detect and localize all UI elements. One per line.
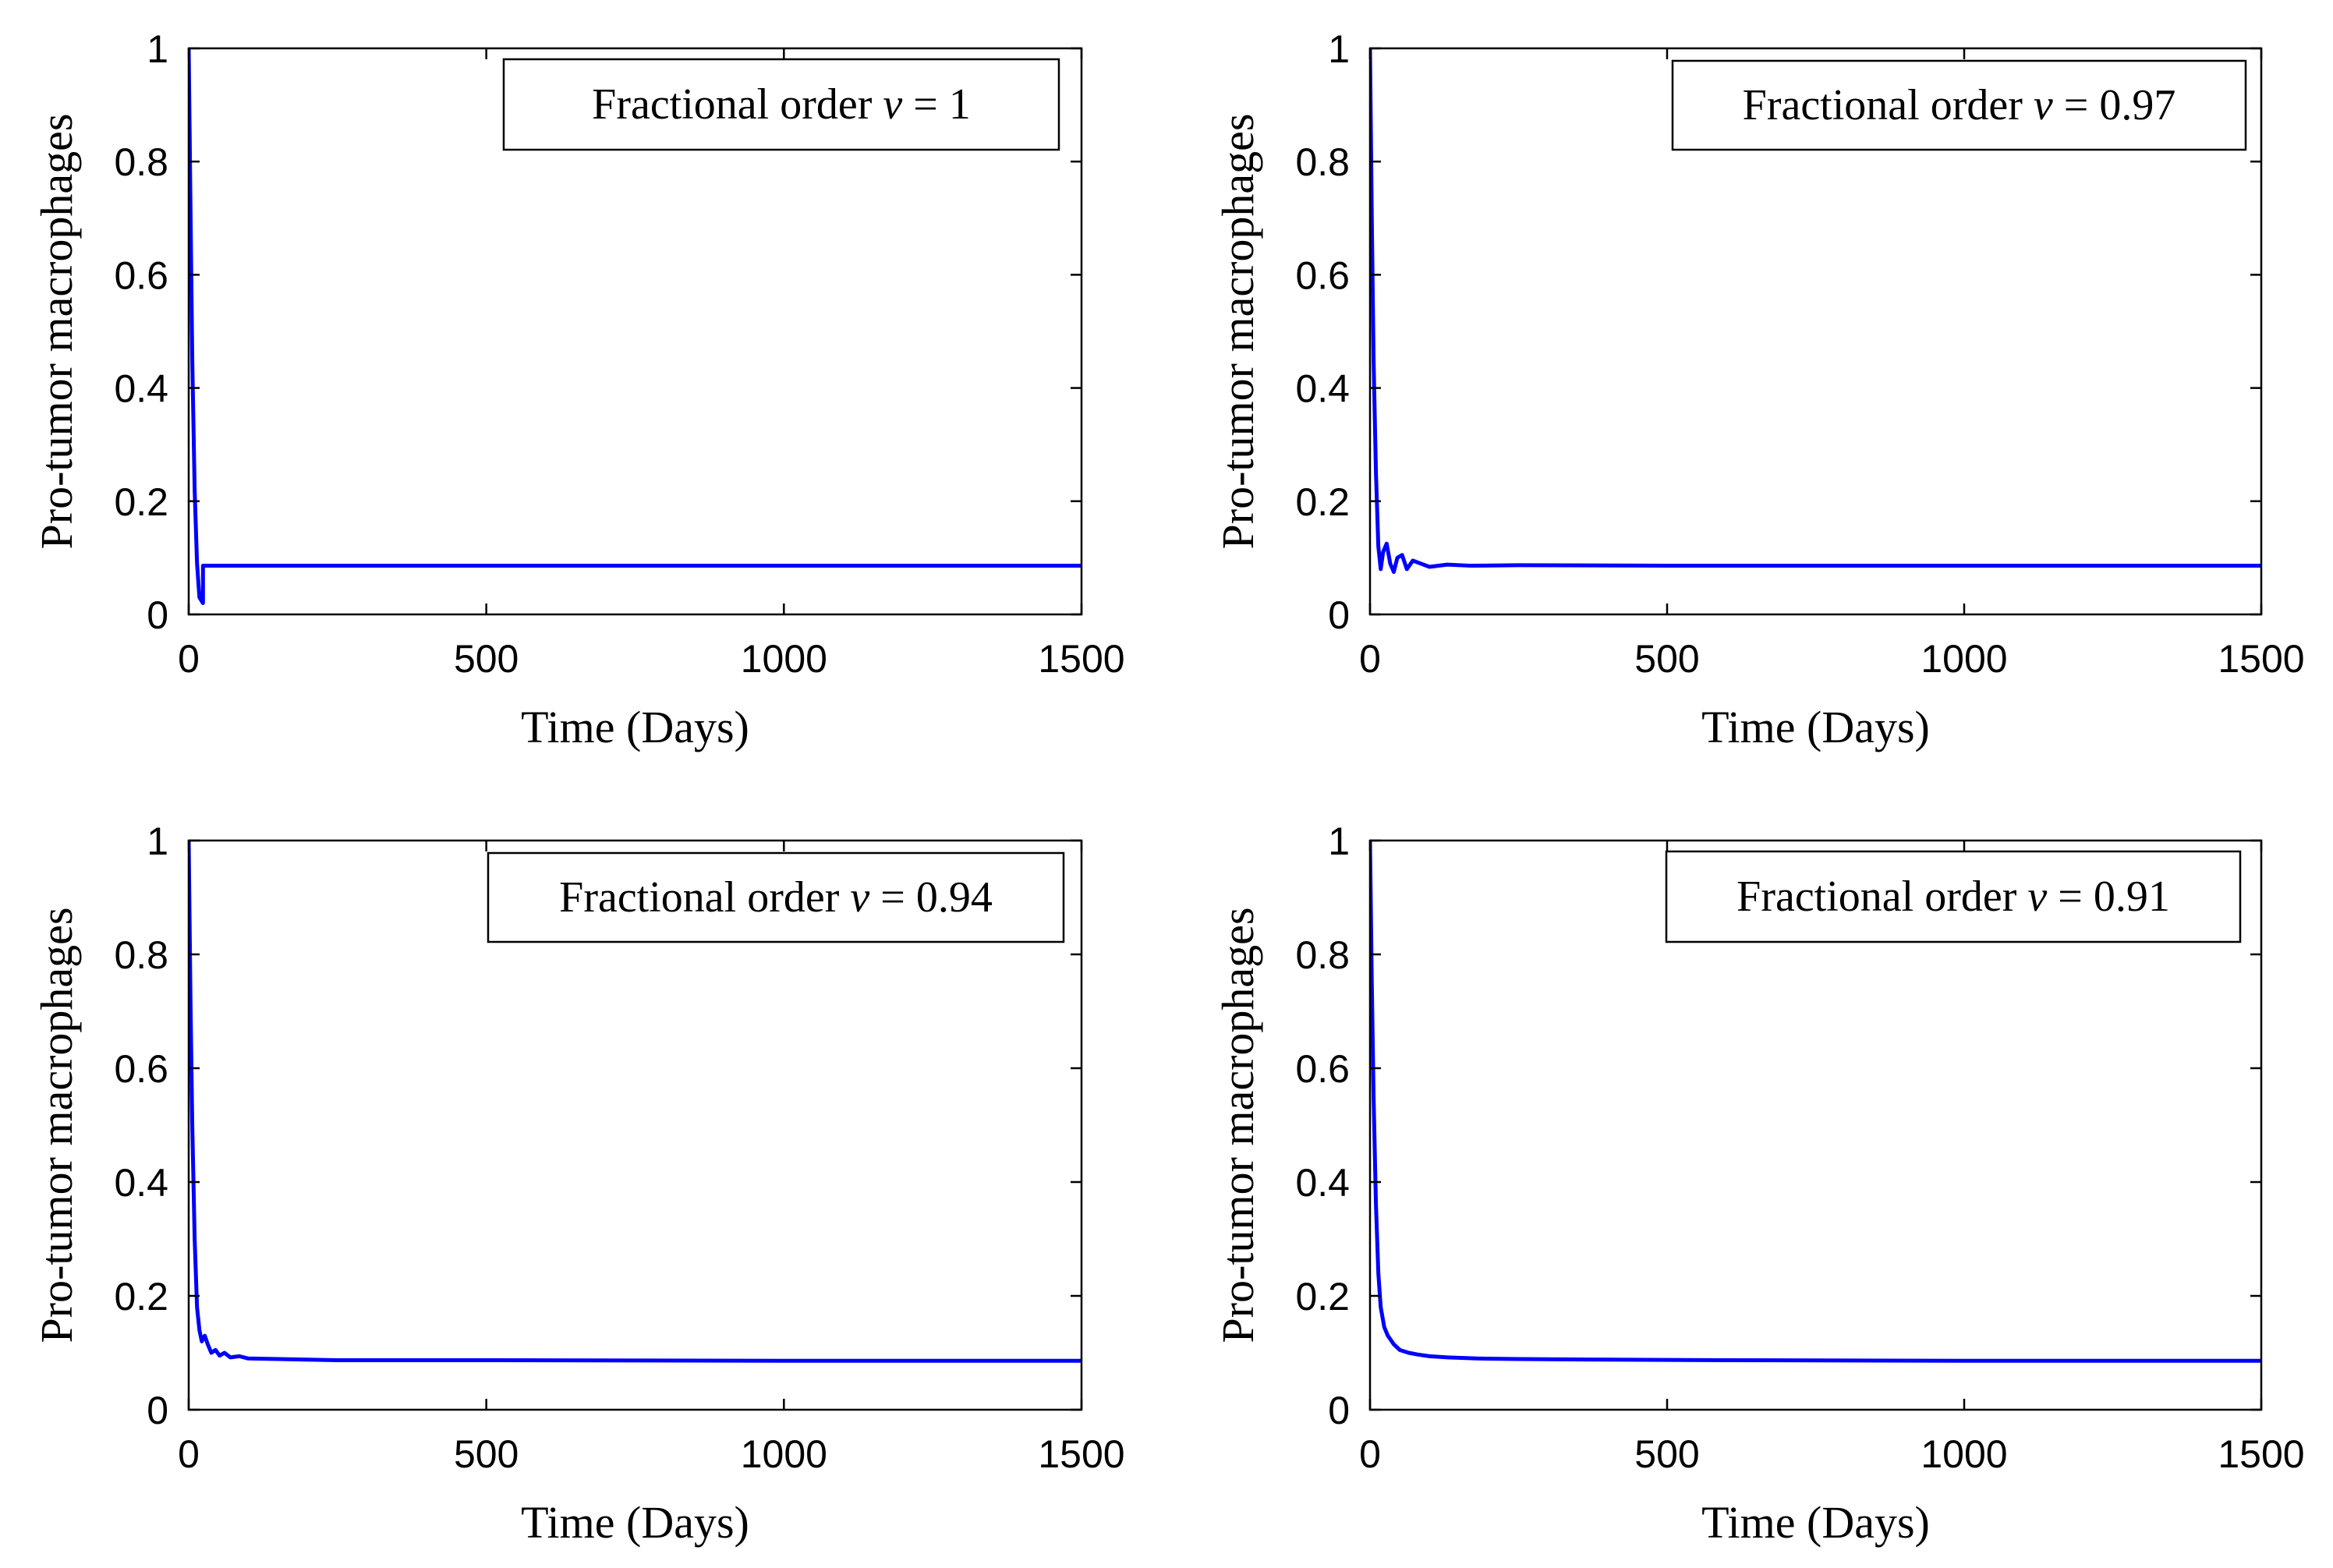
x-tick-label: 1500 bbox=[1038, 637, 1124, 681]
y-tick-label: 0.8 bbox=[1295, 140, 1350, 184]
x-tick-label: 1500 bbox=[1038, 1432, 1124, 1476]
y-tick-label: 0.8 bbox=[114, 933, 168, 977]
x-tick-label: 0 bbox=[1359, 637, 1381, 681]
legend-prefix: Fractional order bbox=[559, 873, 850, 922]
legend-box bbox=[1665, 850, 2242, 943]
legend-box bbox=[1671, 59, 2247, 151]
x-tick-label: 500 bbox=[1634, 1432, 1699, 1476]
x-tick-label: 500 bbox=[454, 637, 519, 681]
legend: Fractional order v = 0.97 bbox=[1671, 59, 2247, 151]
y-axis-label: Pro-tumor macrophages bbox=[1213, 114, 1263, 550]
x-tick-label: 0 bbox=[178, 1432, 200, 1476]
chart-panel-2: 0 500 1000 1500 0 0.2 0.4 0.6 0.8 1 Time (Days) Pro… bbox=[1213, 27, 2305, 752]
legend-value: 1 bbox=[949, 80, 971, 129]
y-axis-label: Pro-tumor macrophages bbox=[31, 908, 82, 1343]
legend-relation: = bbox=[2053, 81, 2100, 129]
x-tick-label: 0 bbox=[1359, 1432, 1381, 1476]
legend-variable: v bbox=[2027, 872, 2047, 921]
y-tick-label: 0.8 bbox=[114, 140, 168, 184]
chart-panel-1: 0 500 1000 1500 0 0.2 0.4 0.6 0.8 1 Time (Days) Pro… bbox=[31, 27, 1125, 752]
y-tick-label: 0.2 bbox=[1295, 1275, 1350, 1318]
legend-relation: = bbox=[902, 80, 949, 129]
legend: Fractional order v = 0.91 bbox=[1665, 850, 2242, 943]
x-tick-label: 0 bbox=[178, 637, 200, 681]
y-tick-label: 1 bbox=[1328, 819, 1350, 863]
plot-frame bbox=[1368, 47, 2263, 616]
y-tick-label: 0.2 bbox=[114, 480, 168, 524]
chart-panel-3: 0 500 1000 1500 0 0.2 0.4 0.6 0.8 1 Time (Days) Pro… bbox=[31, 819, 1125, 1548]
legend-variable: v bbox=[2034, 81, 2053, 129]
y-tick-label: 0.8 bbox=[1295, 933, 1350, 977]
x-tick-label: 1000 bbox=[741, 637, 827, 681]
y-axis-label: Pro-tumor macrophages bbox=[1213, 908, 1263, 1343]
y-tick-label: 0.6 bbox=[114, 1047, 168, 1091]
x-axis-label: Time (Days) bbox=[1701, 1497, 1930, 1548]
y-tick-label: 0 bbox=[1328, 593, 1350, 637]
legend-label: Fractional order v = 0.94 bbox=[559, 873, 993, 922]
y-tick-label: 0.4 bbox=[114, 1161, 168, 1205]
y-tick-label: 0.6 bbox=[114, 253, 168, 297]
y-tick-label: 0.2 bbox=[114, 1275, 168, 1318]
series-line bbox=[1370, 841, 2261, 1363]
plot-frame bbox=[187, 47, 1083, 616]
x-tick-label: 1500 bbox=[2218, 1432, 2304, 1476]
y-tick-label: 0.2 bbox=[1295, 480, 1350, 524]
legend-variable: v bbox=[850, 873, 869, 922]
plot-frame bbox=[187, 839, 1083, 1411]
chart-panel-4: 0 500 1000 1500 0 0.2 0.4 0.6 0.8 1 Time (Days) Pro… bbox=[1213, 819, 2305, 1548]
legend-label: Fractional order v = 0.97 bbox=[1743, 81, 2176, 129]
y-tick-label: 1 bbox=[1328, 27, 1350, 71]
y-axis-label: Pro-tumor macrophages bbox=[31, 114, 82, 550]
legend-prefix: Fractional order bbox=[1736, 872, 2027, 921]
legend-value: 0.91 bbox=[2094, 872, 2170, 921]
legend: Fractional order v = 0.94 bbox=[487, 851, 1065, 943]
y-tick-label: 0.6 bbox=[1295, 1047, 1350, 1091]
x-axis-label: Time (Days) bbox=[521, 702, 749, 752]
legend-relation: = bbox=[869, 873, 916, 922]
plot-frame bbox=[1368, 839, 2263, 1411]
x-tick-label: 500 bbox=[454, 1432, 519, 1476]
y-tick-label: 0.4 bbox=[1295, 367, 1350, 411]
legend: Fractional order v = 1 bbox=[502, 58, 1060, 151]
legend-value: 0.94 bbox=[916, 873, 993, 922]
series-line bbox=[189, 841, 1082, 1363]
x-axis-label: Time (Days) bbox=[521, 1497, 749, 1548]
y-tick-label: 0 bbox=[147, 593, 168, 637]
y-tick-label: 0.6 bbox=[1295, 253, 1350, 297]
legend-box bbox=[487, 851, 1065, 943]
x-axis-label: Time (Days) bbox=[1701, 702, 1930, 752]
x-tick-label: 1000 bbox=[1921, 1432, 2007, 1476]
legend-value: 0.97 bbox=[2099, 81, 2175, 129]
series-line bbox=[189, 48, 1082, 605]
y-tick-label: 0 bbox=[1328, 1389, 1350, 1432]
y-tick-label: 1 bbox=[147, 819, 168, 863]
x-tick-label: 500 bbox=[1634, 637, 1699, 681]
y-tick-label: 1 bbox=[147, 27, 168, 71]
x-tick-label: 1000 bbox=[1921, 637, 2007, 681]
legend-label: Fractional order v = 1 bbox=[592, 80, 971, 129]
y-tick-label: 0.4 bbox=[1295, 1161, 1350, 1205]
legend-prefix: Fractional order bbox=[1743, 81, 2034, 129]
legend-box bbox=[502, 58, 1060, 151]
y-tick-label: 0.4 bbox=[114, 367, 168, 411]
x-tick-label: 1000 bbox=[741, 1432, 827, 1476]
x-tick-label: 1500 bbox=[2218, 637, 2304, 681]
series-line bbox=[1370, 48, 2261, 575]
legend-variable: v bbox=[883, 80, 902, 129]
legend-relation: = bbox=[2047, 872, 2094, 921]
y-tick-label: 0 bbox=[147, 1389, 168, 1432]
legend-prefix: Fractional order bbox=[592, 80, 883, 129]
legend-label: Fractional order v = 0.91 bbox=[1736, 872, 2170, 921]
